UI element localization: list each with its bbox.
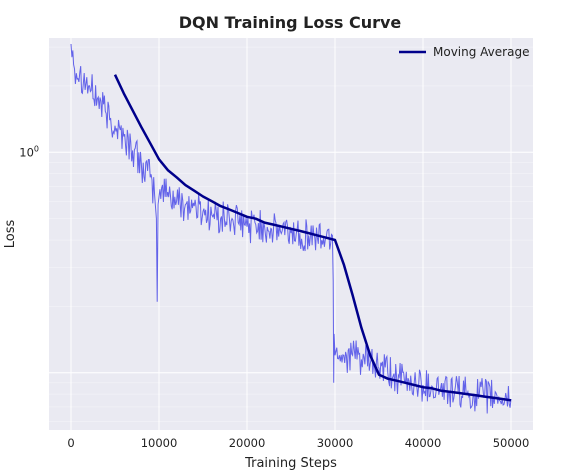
x-axis-ticks: 0 10000 20000 30000 40000 50000 xyxy=(67,436,529,450)
x-tick-label: 50000 xyxy=(493,436,530,450)
grid-lines xyxy=(49,38,533,430)
x-tick-label: 10000 xyxy=(141,436,178,450)
chart-title: DQN Training Loss Curve xyxy=(179,13,402,32)
x-axis-label: Training Steps xyxy=(244,456,337,471)
y-axis-ticks: 100 xyxy=(19,144,39,159)
series-line-raw-loss xyxy=(70,43,512,414)
y-tick-label: 100 xyxy=(19,144,39,159)
x-tick-label: 40000 xyxy=(405,436,442,450)
series-line-moving-average xyxy=(113,74,512,402)
legend: Moving Average xyxy=(399,45,529,59)
legend-label-moving-average: Moving Average xyxy=(433,45,529,59)
series-layer xyxy=(70,43,512,414)
x-tick-label: 0 xyxy=(67,436,74,450)
y-axis-label: Loss xyxy=(3,220,18,249)
x-tick-label: 30000 xyxy=(317,436,354,450)
plot-area xyxy=(49,38,533,430)
x-tick-label: 20000 xyxy=(229,436,266,450)
